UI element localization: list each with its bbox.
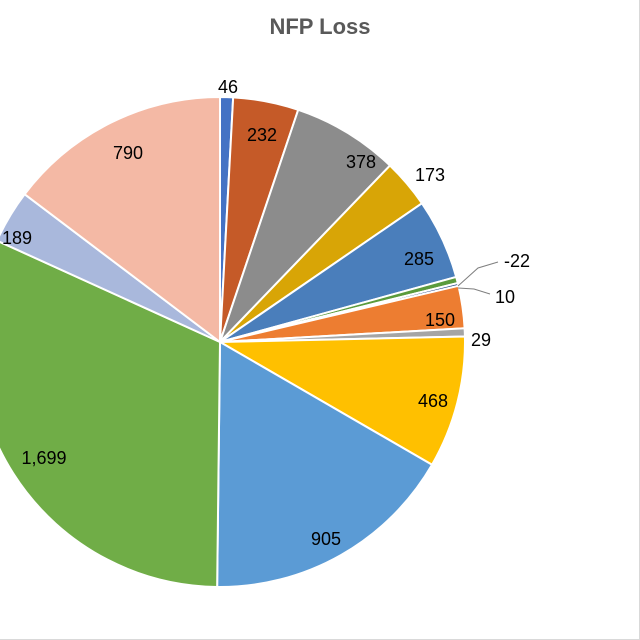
chart-title: NFP Loss — [269, 14, 371, 39]
data-label-2: 232 — [247, 125, 277, 145]
data-label-4: 173 — [415, 165, 445, 185]
data-label-7: 10 — [495, 287, 515, 307]
pie-slice-11 — [216, 340, 434, 588]
leader-line-7 — [457, 287, 491, 295]
data-label-5: 285 — [404, 249, 434, 269]
pie-slice-14 — [23, 95, 221, 345]
leader-line-6 — [457, 261, 499, 287]
data-label-13: 189 — [2, 228, 32, 248]
data-label-3: 378 — [346, 152, 376, 172]
data-label-9: 29 — [471, 330, 491, 350]
pie-slice-10 — [216, 335, 466, 467]
data-label-1: 46 — [218, 77, 238, 97]
data-label-14: 790 — [113, 143, 143, 163]
data-label-8: 150 — [425, 310, 455, 330]
pie-slice-3 — [219, 108, 392, 343]
data-label-6: -22 — [504, 251, 530, 271]
data-label-12: 1,699 — [21, 448, 66, 468]
pie-slice-12 — [0, 240, 222, 588]
data-label-10: 468 — [418, 391, 448, 411]
data-label-11: 905 — [311, 529, 341, 549]
